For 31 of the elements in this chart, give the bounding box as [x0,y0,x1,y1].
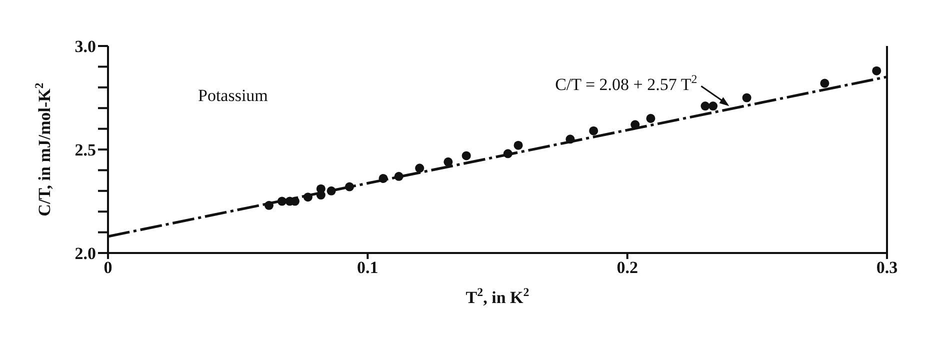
point [589,126,598,136]
annotation: C/T = 2.08 + 2.57 T$^{2}$ [555,72,698,94]
y-tick-label: 3.0 [74,37,96,56]
x-tick-label: 0.2 [616,258,638,278]
point [264,200,274,210]
point [503,149,512,158]
x-tick-label: 0.1 [357,258,378,278]
point [820,78,830,88]
point [415,164,424,173]
point [742,93,752,102]
point [344,182,354,192]
point [378,174,388,183]
point [646,114,656,123]
point [566,134,575,144]
point [303,192,312,202]
y-tick-label: 2.0 [74,244,96,264]
point [316,190,326,200]
point [326,186,336,196]
point [394,172,404,181]
annotation: Potassium [198,86,268,106]
point [700,102,710,111]
point [462,151,471,160]
x-axis-title: T$^{2}$, in K$^{2}$ [466,285,530,307]
point [277,196,286,206]
point [514,140,523,150]
point [444,157,453,166]
x-tick-label: 0.3 [876,258,898,278]
x-tick-label: 0 [104,258,112,278]
point [872,66,882,76]
point [708,102,718,111]
y-tick-label: 2.5 [74,140,96,160]
